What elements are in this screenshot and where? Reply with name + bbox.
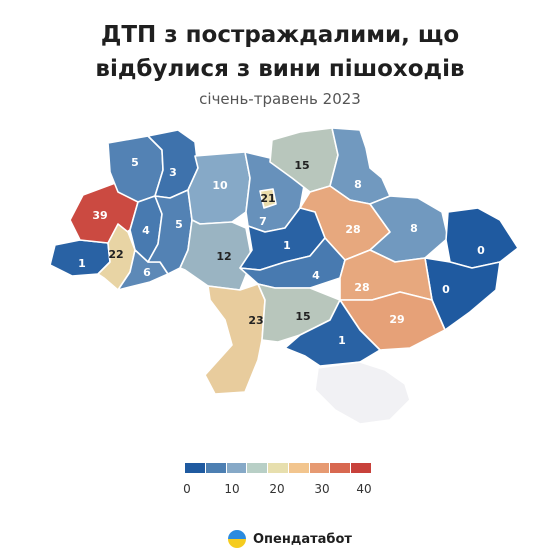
legend-tick-20: 20: [269, 482, 285, 496]
region-khmelnytskyi: [147, 189, 193, 275]
brand-name: Опендатабот: [253, 531, 352, 547]
region-label-vinnytsia: 12: [216, 250, 231, 263]
legend-swatch: [287, 463, 309, 473]
region-label-dnipropetrovsk: 28: [354, 281, 369, 294]
region-label-kyiv-city: 21: [260, 192, 275, 205]
region-label-luhansk: 0: [477, 244, 485, 257]
legend-tick-40: 40: [356, 482, 372, 496]
legend-swatch: [204, 463, 226, 473]
legend-color-bar: [185, 463, 372, 473]
legend-swatch: [329, 463, 351, 473]
region-label-zaporizhzhia: 29: [389, 313, 404, 326]
region-label-poltava: 28: [345, 223, 360, 236]
legend-tick-30: 30: [314, 482, 330, 496]
region-label-odesa: 23: [248, 314, 263, 327]
region-label-cherkasy: 1: [283, 239, 291, 252]
region-crimea: [314, 361, 411, 425]
legend-swatch: [350, 463, 372, 473]
region-luhansk: [445, 207, 519, 269]
region-label-mykolaiv: 15: [295, 310, 310, 323]
legend-swatch: [185, 463, 205, 473]
region-label-zakarpattia: 1: [78, 257, 86, 270]
map-subtitle: січень-травень 2023: [199, 90, 361, 108]
legend-swatch: [246, 463, 268, 473]
region-kharkiv: [369, 195, 449, 263]
region-kherson: [284, 299, 381, 367]
legend-swatch: [225, 463, 247, 473]
region-label-kyiv: 7: [259, 215, 267, 228]
legend-swatch: [308, 463, 330, 473]
brand-footer: Опендатабот: [227, 529, 352, 549]
region-label-ivano-frankivsk: 22: [108, 248, 123, 261]
region-label-lviv: 39: [92, 209, 107, 222]
region-label-kherson: 1: [338, 334, 346, 347]
region-label-volyn: 5: [131, 156, 139, 169]
region-label-donetsk: 0: [442, 283, 450, 296]
region-label-sumy: 8: [354, 178, 362, 191]
region-label-chernivtsi: 6: [143, 266, 151, 279]
region-odesa: [204, 283, 266, 395]
title-line-2: відбулися з вини пішоходів: [95, 56, 465, 82]
region-label-kharkiv: 8: [410, 222, 418, 235]
map-regions: [49, 127, 519, 425]
region-label-ternopil: 4: [142, 224, 150, 237]
region-label-chernihiv: 15: [294, 159, 309, 172]
region-label-zhytomyr: 10: [212, 179, 228, 192]
brand-logo-icon: [228, 530, 246, 548]
legend-tick-10: 10: [224, 482, 240, 496]
title-line-1: ДТП з постраждалими, що: [100, 22, 460, 48]
region-label-kirovohrad: 4: [312, 269, 320, 282]
legend-swatch: [267, 463, 288, 473]
map-title: ДТП з постраждалими, що відбулися з вини…: [0, 18, 560, 86]
region-label-rivne: 3: [169, 166, 177, 179]
region-label-khmelnytskyi: 5: [175, 218, 183, 231]
legend-tick-0: 0: [183, 482, 191, 496]
